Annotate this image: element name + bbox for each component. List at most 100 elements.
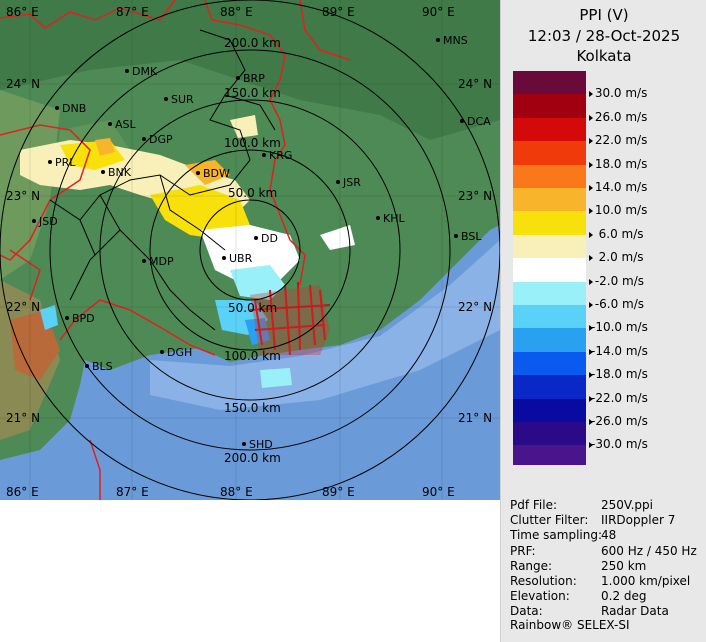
range-ring-label: 50.0 km xyxy=(228,186,277,200)
legend-swatch xyxy=(513,164,586,189)
city-marker-icon xyxy=(336,180,340,184)
legend-label: 10.0 m/s xyxy=(591,203,648,218)
legend-tick-icon xyxy=(589,208,593,215)
city-label: BPD xyxy=(72,312,95,325)
param-value: IIRDoppler 7 xyxy=(601,513,676,528)
legend-swatch xyxy=(513,117,586,142)
legend-label: -14.0 m/s xyxy=(591,343,648,358)
legend-swatch xyxy=(513,445,586,466)
lon-label: 88° E xyxy=(220,485,253,499)
district-borders xyxy=(49,29,276,331)
city-marker-icon xyxy=(436,38,440,42)
legend-label: 2.0 m/s xyxy=(591,250,644,265)
legend-swatch xyxy=(513,71,586,95)
legend-swatch xyxy=(513,234,586,259)
param-value: 1.000 km/pixel xyxy=(601,574,691,588)
city-marker-icon xyxy=(125,69,129,73)
legend-swatch xyxy=(513,375,586,400)
legend-label: -10.0 m/s xyxy=(591,320,648,335)
lon-label: 89° E xyxy=(322,5,355,19)
city-marker-icon xyxy=(32,219,36,223)
legend-tick-icon xyxy=(589,185,593,191)
legend-tick-icon xyxy=(589,302,593,308)
legend-label: 22.0 m/s xyxy=(591,133,648,148)
city-label: KHL xyxy=(383,212,405,225)
datetime: 12:03 / 28-Oct-2025 xyxy=(527,27,681,45)
northern-plains xyxy=(0,0,500,140)
legend-label: -26.0 m/s xyxy=(591,414,648,428)
legend-swatch xyxy=(513,188,586,212)
legend-swatch xyxy=(513,281,586,306)
range-ring-label: 150.0 km xyxy=(224,401,281,415)
city-marker-icon xyxy=(376,216,380,220)
footer-brand: Rainbow® SELEX-SI xyxy=(510,618,630,632)
legend-tick-icon xyxy=(589,372,593,379)
radar-ppi-image: 86° E 87° E 88° E 89° E 90° E 86° E 87° … xyxy=(0,0,500,500)
lon-label: 87° E xyxy=(116,485,149,499)
param-value: Radar Data xyxy=(601,604,669,619)
city-label: MDP xyxy=(149,255,174,268)
lat-label: 23° N xyxy=(6,189,40,203)
legend-tick-icon xyxy=(589,91,593,98)
city-label: DMK xyxy=(132,65,158,78)
city-label: BLS xyxy=(92,360,113,373)
bay-of-bengal xyxy=(0,225,500,500)
lon-label: 90° E xyxy=(422,485,455,499)
legend-label: -30.0 m/s xyxy=(591,437,648,452)
legend-tick-icon xyxy=(589,419,593,425)
radar-map[interactable]: 86° E 87° E 88° E 89° E 90° E 86° E 87° … xyxy=(0,0,500,500)
param-key: Elevation: xyxy=(510,589,570,604)
legend-swatch xyxy=(513,305,586,329)
legend-label: 18.0 m/s xyxy=(591,156,648,171)
lat-label: 23° N xyxy=(458,189,492,203)
param-key: Data: xyxy=(510,604,543,619)
city-label: BDW xyxy=(203,167,230,180)
param-value: 48 xyxy=(601,528,617,543)
city-marker-icon xyxy=(108,122,112,126)
city-marker-icon xyxy=(262,153,266,157)
param-key: PRF: xyxy=(510,543,536,558)
param-key: Pdf File: xyxy=(510,498,558,512)
blank-area xyxy=(0,500,500,642)
legend-label: 30.0 m/s xyxy=(591,86,648,101)
city-marker-icon xyxy=(142,137,146,141)
city-marker-icon xyxy=(196,171,200,175)
legend-label: -6.0 m/s xyxy=(591,297,645,311)
city-label: MNS xyxy=(443,34,468,47)
range-ring-label: 150.0 km xyxy=(224,86,281,100)
city-marker-icon xyxy=(101,170,105,174)
legend-tick-icon xyxy=(589,395,593,402)
param-value: 250V.ppi xyxy=(601,498,653,512)
legend-tick-icon xyxy=(589,325,593,332)
param-value: 0.2 deg xyxy=(601,589,647,604)
param-value: 250 km xyxy=(601,558,647,573)
range-ring-label: 100.0 km xyxy=(224,349,281,363)
param-key: Resolution: xyxy=(510,574,577,588)
legend-tick-icon xyxy=(589,348,593,355)
range-ring-label: 200.0 km xyxy=(224,36,281,50)
lat-label: 24° N xyxy=(458,77,492,91)
city-label: SUR xyxy=(171,93,194,106)
shallow-sea xyxy=(150,240,500,410)
city-label: PRL xyxy=(55,156,76,169)
info-panel: PPI (V) 12:03 / 28-Oct-2025 Kolkata 30.0… xyxy=(500,0,706,642)
city-label: DGH xyxy=(167,346,192,359)
legend-swatch xyxy=(513,398,586,423)
legend-tick-icon xyxy=(589,278,593,285)
legend-label: -2.0 m/s xyxy=(591,273,645,288)
city-marker-icon xyxy=(65,316,69,320)
city-marker-icon xyxy=(85,364,89,368)
city-marker-icon xyxy=(242,442,246,446)
param-key: Time sampling: xyxy=(510,528,603,543)
city-marker-icon xyxy=(160,350,164,354)
city-marker-icon xyxy=(222,256,226,260)
legend-swatch xyxy=(513,351,586,376)
legend-swatch xyxy=(513,328,586,353)
product-title: PPI (V) xyxy=(579,6,629,24)
lon-label: 86° E xyxy=(6,5,39,19)
state-borders xyxy=(0,0,351,500)
lon-label: 90° E xyxy=(422,5,455,19)
legend-label: 26.0 m/s xyxy=(591,109,648,124)
lat-label: 24° N xyxy=(6,77,40,91)
lat-label: 22° N xyxy=(458,300,492,314)
